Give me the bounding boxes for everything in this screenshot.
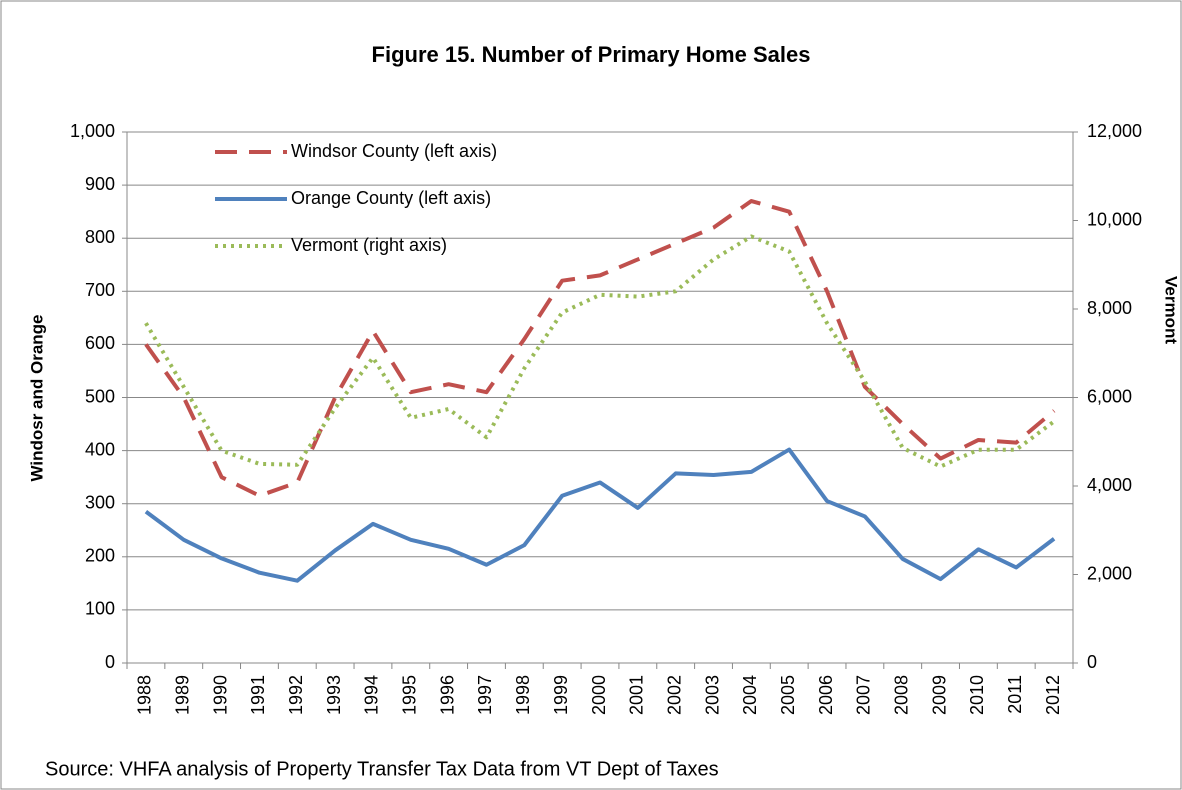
x-tick-label: 1993	[324, 675, 344, 715]
y2-tick-label: 6,000	[1087, 386, 1132, 406]
x-tick-label: 2011	[1005, 675, 1025, 714]
source-note: Source: VHFA analysis of Property Transf…	[45, 758, 719, 780]
x-tick-label: 2005	[778, 675, 798, 715]
y2-tick-label: 4,000	[1087, 475, 1132, 495]
x-tick-label: 2008	[891, 675, 911, 715]
y2-tick-label: 10,000	[1087, 209, 1142, 229]
series-line	[144, 199, 1056, 498]
series-line	[144, 447, 1056, 583]
x-tick-label: 1995	[400, 675, 420, 715]
y-tick-label: 100	[85, 599, 115, 619]
x-tick-label: 2004	[740, 675, 760, 715]
y-tick-label: 300	[85, 492, 115, 512]
x-tick-label: 1997	[475, 675, 495, 715]
x-tick-label: 1999	[551, 675, 571, 715]
y-tick-label: 200	[85, 546, 115, 566]
legend-label: Vermont (right axis)	[291, 235, 447, 255]
x-tick-label: 2012	[1043, 675, 1063, 715]
x-tick-label: 2007	[854, 675, 874, 715]
y-tick-label: 400	[85, 439, 115, 459]
x-tick-label: 1988	[135, 675, 155, 715]
y-axis-title: Windosr and Orange	[27, 314, 46, 481]
y2-tick-label: 2,000	[1087, 563, 1132, 583]
y-tick-label: 800	[85, 227, 115, 247]
x-tick-label: 1996	[437, 675, 457, 715]
x-tick-label: 2003	[702, 675, 722, 715]
x-tick-label: 2006	[816, 675, 836, 715]
x-tick-label: 1989	[173, 675, 193, 715]
y2-tick-label: 12,000	[1087, 121, 1142, 141]
y2-axis-title: Vermont	[1162, 276, 1181, 344]
x-tick-label: 2002	[664, 675, 684, 715]
y-tick-label: 600	[85, 333, 115, 353]
y2-tick-label: 8,000	[1087, 298, 1132, 318]
y-tick-label: 0	[105, 652, 115, 672]
legend-label: Orange County (left axis)	[291, 188, 491, 208]
x-tick-label: 2001	[627, 675, 647, 715]
y2-tick-label: 0	[1087, 652, 1097, 672]
x-tick-label: 2000	[589, 675, 609, 715]
x-tick-label: 2009	[929, 675, 949, 715]
x-tick-label: 1998	[513, 675, 533, 715]
y-tick-label: 500	[85, 386, 115, 406]
x-tick-label: 1991	[248, 675, 268, 715]
x-tick-label: 2010	[967, 675, 987, 715]
x-tick-label: 1990	[210, 675, 230, 715]
legend-label: Windsor County (left axis)	[291, 141, 497, 161]
x-tick-label: 1992	[286, 675, 306, 715]
series-line	[144, 234, 1056, 469]
y-tick-label: 700	[85, 280, 115, 300]
x-tick-label: 1994	[362, 675, 382, 715]
y-tick-label: 1,000	[70, 121, 115, 141]
y-tick-label: 900	[85, 174, 115, 194]
chart-title: Figure 15. Number of Primary Home Sales	[372, 42, 811, 67]
